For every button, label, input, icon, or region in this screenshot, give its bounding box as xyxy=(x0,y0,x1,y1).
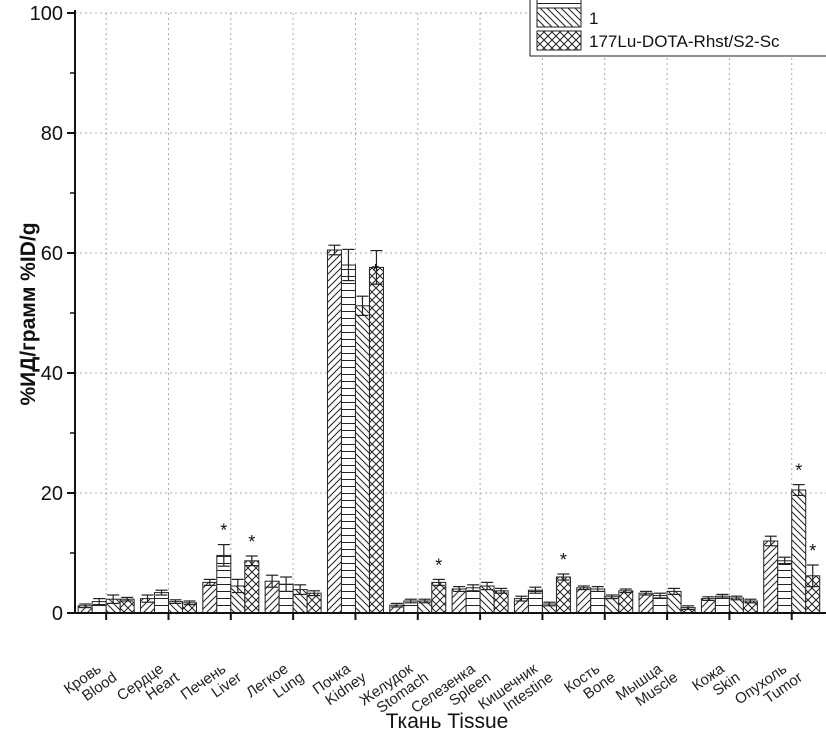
bar xyxy=(618,590,634,614)
significance-marker: * xyxy=(435,555,442,575)
bars xyxy=(77,244,821,614)
bar xyxy=(638,592,654,614)
bar xyxy=(368,266,384,614)
significance-marker: * xyxy=(220,521,227,541)
legend-label: 177Lu-DOTA-Rhst/S2-Sc xyxy=(589,32,780,51)
bar xyxy=(354,305,370,614)
y-tick-label: 80 xyxy=(41,123,63,145)
y-tick-label: 40 xyxy=(41,363,63,385)
bar xyxy=(451,588,467,614)
x-axis-title: Ткань Tissue xyxy=(386,710,509,733)
bar xyxy=(576,587,592,614)
bar xyxy=(763,540,779,614)
y-tick-label: 100 xyxy=(30,3,63,25)
bar xyxy=(244,560,260,614)
legend-swatch xyxy=(536,30,582,51)
axes: 0 20 40 60 80 100 xyxy=(30,3,826,625)
bar xyxy=(714,595,730,614)
significance-marker: * xyxy=(795,461,802,481)
legend: 1 177Lu-DOTA-Rhst/S2-Sc xyxy=(529,0,826,57)
bar xyxy=(202,581,218,614)
labels: * * * * * * * КровьBloodСердцеHeartПеченьLiverЛ… xyxy=(61,261,816,717)
significance-marker: * xyxy=(560,550,567,570)
bar xyxy=(791,489,807,614)
bar xyxy=(153,592,169,614)
bar xyxy=(777,560,793,614)
bar xyxy=(590,588,606,614)
significance-marker: * xyxy=(248,532,255,552)
y-axis-title: %ИД/грамм %ID/g xyxy=(17,222,40,405)
significance-marker: * xyxy=(372,261,379,281)
legend-swatch xyxy=(536,7,582,28)
bar xyxy=(493,590,509,614)
y-tick-label: 60 xyxy=(41,243,63,265)
bar xyxy=(555,576,571,614)
bar xyxy=(431,581,447,614)
legend-swatch xyxy=(536,0,582,9)
legend-label: 1 xyxy=(589,9,598,28)
bar xyxy=(465,587,481,614)
y-tick-label: 0 xyxy=(52,603,63,625)
grid xyxy=(75,12,826,614)
bar xyxy=(604,596,620,614)
y-tick-label: 20 xyxy=(41,483,63,505)
bar xyxy=(340,264,356,614)
significance-marker: * xyxy=(809,541,816,561)
bar xyxy=(326,249,342,614)
